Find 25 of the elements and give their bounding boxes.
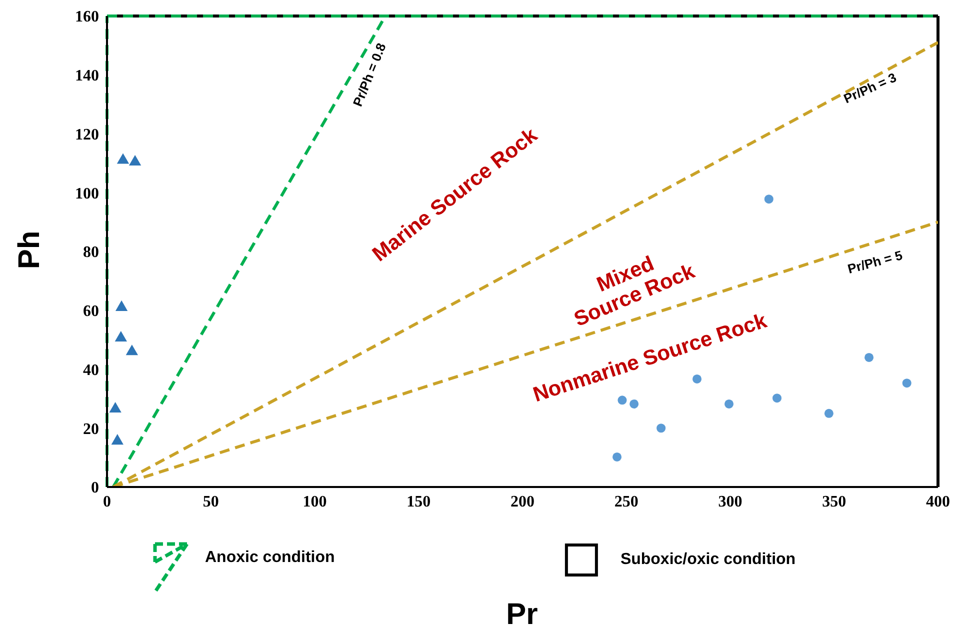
y-tick-label: 40 <box>83 362 99 379</box>
x-tick-label: 150 <box>406 493 431 510</box>
legend-label: Anoxic condition <box>205 549 335 567</box>
y-tick-label: 120 <box>75 126 99 144</box>
x-tick-label: 300 <box>718 493 742 510</box>
y-tick-label: 60 <box>83 303 99 320</box>
y-tick-label: 140 <box>75 68 99 85</box>
x-tick-label: 400 <box>926 493 950 510</box>
x-tick-label: 350 <box>822 493 846 510</box>
text: Pr/Ph = 5 <box>846 248 904 276</box>
annotation: Pr/Ph = 0.8 <box>350 40 390 109</box>
x-tick-label: 200 <box>510 493 534 510</box>
x-tick-label: 0 <box>103 493 111 510</box>
x-axis-title: Pr <box>506 598 538 632</box>
y-tick-label: 0 <box>91 480 99 497</box>
y-tick-label: 20 <box>83 420 99 438</box>
y-tick-label: 100 <box>75 185 99 202</box>
y-tick-label: 160 <box>75 8 99 26</box>
x-tick-label: 50 <box>202 493 219 510</box>
text: Pr/Ph = 3 <box>841 70 899 106</box>
text: Suboxic/oxic condition <box>620 551 796 569</box>
y-axis-title: Ph <box>13 230 47 270</box>
x-tick-label: 100 <box>302 493 327 510</box>
y-tick-label: 80 <box>83 244 99 262</box>
x-tick-label: 250 <box>614 493 638 510</box>
